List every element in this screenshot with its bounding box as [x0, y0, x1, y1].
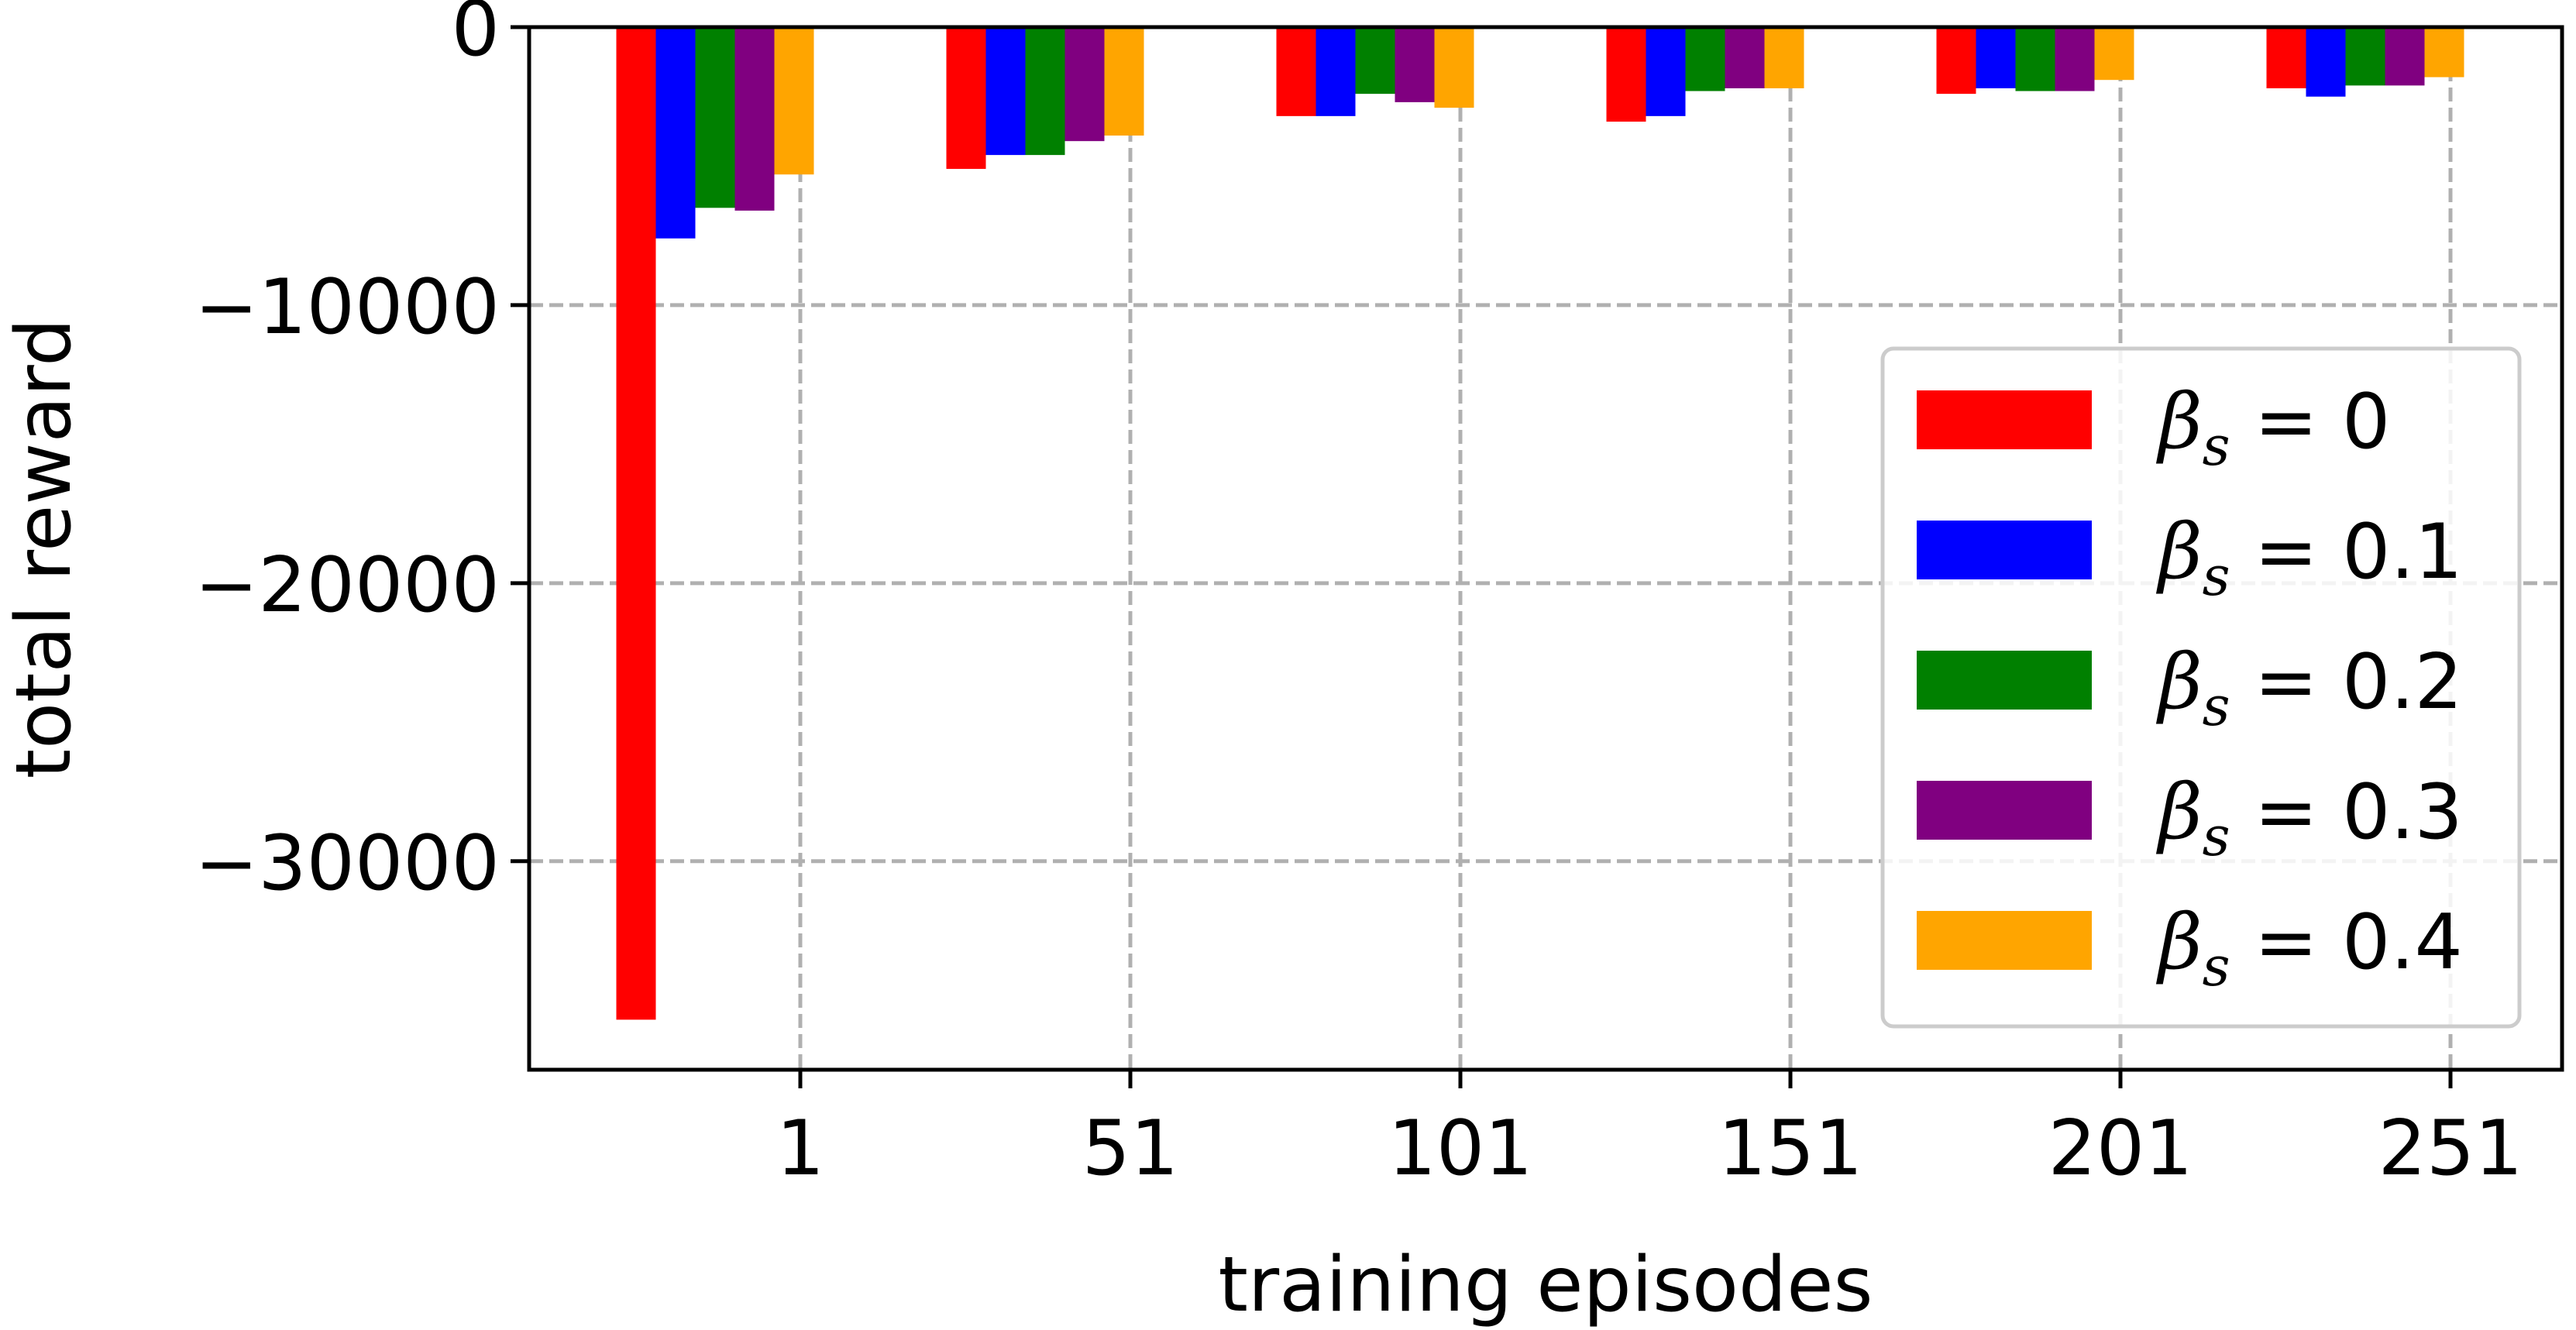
bar: [2094, 27, 2134, 81]
bar: [2424, 27, 2464, 77]
bar: [985, 27, 1026, 156]
legend-swatch: [1917, 651, 2092, 710]
x-tick-label: 251: [2378, 1105, 2523, 1193]
y-tick-label: −30000: [194, 820, 500, 908]
bar: [2345, 27, 2385, 86]
bar: [1064, 27, 1105, 142]
bar: [2385, 27, 2425, 86]
bar: [1395, 27, 1435, 102]
y-axis-label: total reward: [0, 318, 88, 779]
legend-label: βs = 0.3: [2155, 768, 2463, 868]
bar: [734, 27, 775, 211]
x-tick-label: 201: [2048, 1105, 2193, 1193]
bar: [2306, 27, 2346, 97]
y-axis: 0 −10000 −20000 −30000: [194, 0, 529, 908]
bar: [695, 27, 735, 208]
legend-box: [1880, 346, 2522, 1029]
bar: [1646, 27, 1686, 116]
bar: [2266, 27, 2306, 88]
bar: [1276, 27, 1316, 116]
y-tick-label: −10000: [194, 263, 500, 352]
y-tick-label: 0: [452, 0, 500, 74]
legend-label: βs = 0: [2155, 378, 2390, 478]
legend-swatch: [1917, 390, 2092, 449]
bar: [1025, 27, 1065, 156]
bar: [1764, 27, 1804, 88]
plot-frame: [527, 25, 2564, 1072]
x-axis: 1 51 101 151 201 251: [776, 1070, 2523, 1193]
bar: [655, 27, 696, 239]
bar: [946, 27, 986, 170]
bar: [1685, 27, 1725, 91]
x-axis-label: training episodes: [1218, 1241, 1873, 1329]
bar: [2015, 27, 2055, 91]
x-tick-label: 1: [776, 1105, 824, 1193]
legend-label: βs = 0.2: [2155, 638, 2463, 738]
bar: [1725, 27, 1765, 88]
legend: βs = 0 βs = 0.1 βs = 0.2 βs = 0.3 βs = 0.4: [1880, 346, 2522, 1029]
bar: [1976, 27, 2016, 88]
bar: [1104, 27, 1144, 136]
y-tick-label: −20000: [194, 541, 500, 630]
legend-label: βs = 0.4: [2155, 899, 2463, 998]
bar: [1434, 27, 1474, 108]
bar: [616, 27, 656, 1020]
bar: [774, 27, 814, 175]
bars: [616, 27, 2464, 1020]
legend-swatch: [1917, 911, 2092, 970]
x-tick-label: 51: [1082, 1105, 1179, 1193]
legend-swatch: [1917, 521, 2092, 579]
bar: [1316, 27, 1356, 116]
x-tick-label: 151: [1718, 1105, 1862, 1193]
legend-swatch: [1917, 781, 2092, 840]
bar: [2055, 27, 2095, 91]
bar: [1606, 27, 1646, 122]
bar: [1355, 27, 1395, 95]
bar: [1936, 27, 1976, 95]
legend-label: βs = 0.1: [2155, 508, 2463, 608]
x-tick-label: 101: [1388, 1105, 1532, 1193]
